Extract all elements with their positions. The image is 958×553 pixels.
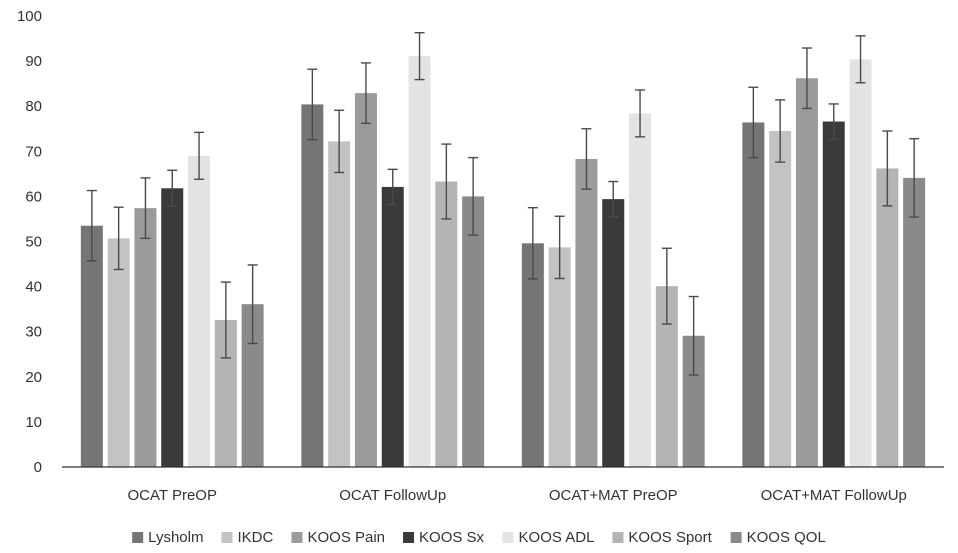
x-category-label: OCAT FollowUp xyxy=(339,487,446,504)
bar-koos-pain xyxy=(134,208,157,467)
bar-ikdc xyxy=(328,141,351,468)
legend-label: IKDC xyxy=(237,529,273,546)
y-tick-label: 60 xyxy=(25,188,42,205)
legend-label: KOOS QOL xyxy=(747,529,826,546)
y-tick-label: 20 xyxy=(25,369,42,386)
legend-swatch xyxy=(612,532,624,543)
legend-item: KOOS Sport xyxy=(612,529,713,546)
bar-lysholm xyxy=(742,122,765,467)
y-tick-label: 30 xyxy=(25,324,42,341)
legend-label: KOOS Pain xyxy=(307,529,385,546)
legend: Lysholm IKDC KOOS Pain KOOS Sx KOOS ADL KOOS … xyxy=(132,529,826,546)
legend-swatch xyxy=(502,532,514,543)
y-tick-label: 0 xyxy=(34,459,42,476)
bar-koos-pain xyxy=(575,158,598,468)
legend-item: IKDC xyxy=(221,529,273,546)
bar-koos-pain xyxy=(354,93,377,467)
bar-koos-qol xyxy=(903,177,926,467)
bar-ikdc xyxy=(107,238,130,467)
bar-koos-adl xyxy=(629,113,652,467)
legend-item: KOOS QOL xyxy=(730,529,826,546)
legend-item: Lysholm xyxy=(132,529,203,546)
legend-label: Lysholm xyxy=(148,529,203,546)
legend-swatch xyxy=(403,532,415,543)
legend-swatch xyxy=(132,532,144,543)
bar-koos-sport xyxy=(876,168,899,468)
bar-koos-sx xyxy=(822,121,845,467)
y-tick-label: 90 xyxy=(25,53,42,70)
bar-lysholm xyxy=(521,243,544,467)
bar-koos-sport xyxy=(435,181,458,467)
bars-group xyxy=(80,56,926,468)
y-tick-label: 50 xyxy=(25,234,42,251)
bar-koos-sx xyxy=(161,188,184,468)
bar-koos-adl xyxy=(849,59,872,468)
legend-label: KOOS Sx xyxy=(419,529,485,546)
legend-swatch xyxy=(291,532,303,543)
x-axis-categories: OCAT PreOP OCAT FollowUp OCAT+MAT PreOP OCA… xyxy=(128,487,907,504)
y-tick-label: 100 xyxy=(17,8,42,25)
bar-lysholm xyxy=(301,104,324,467)
legend-item: KOOS Sx xyxy=(403,529,485,546)
legend-swatch xyxy=(221,532,233,543)
bar-ikdc xyxy=(548,247,571,467)
x-category-label: OCAT+MAT PreOP xyxy=(549,487,678,504)
y-axis-ticks: 0 10 20 30 40 50 60 70 80 90 100 xyxy=(17,8,42,476)
legend-label: KOOS ADL xyxy=(519,529,595,546)
bar-ikdc xyxy=(769,131,792,467)
bar-koos-qol xyxy=(241,304,264,467)
legend-item: KOOS ADL xyxy=(502,529,595,546)
x-category-label: OCAT+MAT FollowUp xyxy=(761,487,907,504)
y-tick-label: 10 xyxy=(25,414,42,431)
y-tick-label: 40 xyxy=(25,279,42,296)
bar-koos-adl xyxy=(188,155,211,467)
bar-koos-pain xyxy=(795,78,818,467)
bar-koos-sx xyxy=(602,199,625,467)
bar-koos-sport xyxy=(655,286,678,467)
legend-swatch xyxy=(730,532,742,543)
bar-lysholm xyxy=(80,225,103,467)
bar-koos-sport xyxy=(214,319,237,467)
bar-koos-adl xyxy=(408,56,431,467)
y-tick-label: 70 xyxy=(25,143,42,160)
legend-label: KOOS Sport xyxy=(628,529,712,546)
bar-koos-sx xyxy=(381,186,404,467)
bar-koos-qol xyxy=(462,196,485,467)
error-bars-group xyxy=(86,31,920,376)
legend-item: KOOS Pain xyxy=(291,529,385,546)
y-tick-label: 80 xyxy=(25,98,42,115)
x-category-label: OCAT PreOP xyxy=(128,487,217,504)
bar-koos-qol xyxy=(682,335,705,467)
